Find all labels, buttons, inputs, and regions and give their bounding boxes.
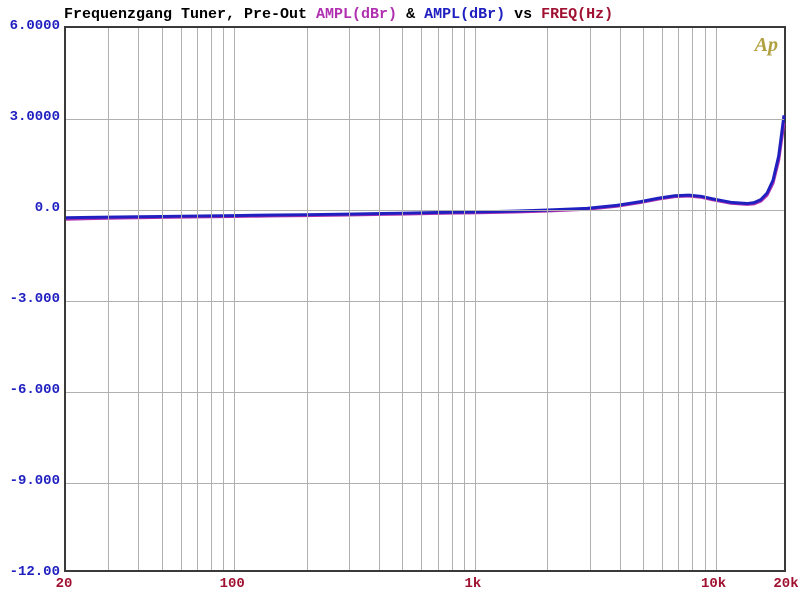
grid-v-minor (620, 28, 621, 570)
title-xaxis: FREQ(Hz) (541, 6, 613, 23)
y-tick-label: -9.000 (10, 473, 60, 489)
x-tick-label: 20k (773, 576, 798, 592)
y-tick-label: 0.0 (35, 200, 60, 216)
title-vs: vs (514, 6, 541, 23)
x-tick-label: 1k (464, 576, 481, 592)
grid-v-minor (162, 28, 163, 570)
x-tick-label: 100 (220, 576, 245, 592)
title-series2: AMPL(dBr) (424, 6, 505, 23)
grid-v-major (234, 28, 235, 570)
grid-v-major (716, 28, 717, 570)
grid-v-minor (705, 28, 706, 570)
grid-v-minor (590, 28, 591, 570)
trace-AMPL1 (66, 123, 784, 219)
x-tick-label: 20 (56, 576, 73, 592)
grid-v-minor (662, 28, 663, 570)
y-tick-label: -12.00 (10, 564, 60, 580)
y-tick-label: -3.000 (10, 291, 60, 307)
grid-v-minor (643, 28, 644, 570)
watermark-logo: Ap (755, 34, 778, 57)
grid-v-minor (108, 28, 109, 570)
chart-svg (66, 28, 784, 570)
grid-h (66, 210, 784, 211)
grid-v-minor (379, 28, 380, 570)
grid-v-minor (452, 28, 453, 570)
grid-h (66, 119, 784, 120)
grid-v-minor (138, 28, 139, 570)
y-tick-label: 6.0000 (10, 18, 60, 34)
grid-v-minor (547, 28, 548, 570)
plot-area (64, 26, 786, 572)
grid-h (66, 392, 784, 393)
grid-v-minor (197, 28, 198, 570)
grid-v-minor (464, 28, 465, 570)
title-series1: AMPL(dBr) (316, 6, 397, 23)
grid-v-minor (402, 28, 403, 570)
grid-v-minor (211, 28, 212, 570)
title-amp: & (406, 6, 424, 23)
y-tick-label: -6.000 (10, 382, 60, 398)
grid-v-minor (181, 28, 182, 570)
y-tick-label: 3.0000 (10, 109, 60, 125)
grid-v-minor (692, 28, 693, 570)
x-tick-label: 10k (701, 576, 726, 592)
title-prefix: Frequenzgang Tuner, Pre-Out (64, 6, 316, 23)
grid-v-minor (223, 28, 224, 570)
grid-v-minor (421, 28, 422, 570)
chart-container: Frequenzgang Tuner, Pre-Out AMPL(dBr) & … (0, 0, 800, 601)
grid-v-minor (678, 28, 679, 570)
grid-v-major (475, 28, 476, 570)
trace-AMPL2 (66, 115, 784, 217)
grid-h (66, 301, 784, 302)
grid-v-minor (349, 28, 350, 570)
grid-v-minor (307, 28, 308, 570)
chart-title: Frequenzgang Tuner, Pre-Out AMPL(dBr) & … (64, 6, 613, 23)
grid-h (66, 483, 784, 484)
grid-v-minor (438, 28, 439, 570)
